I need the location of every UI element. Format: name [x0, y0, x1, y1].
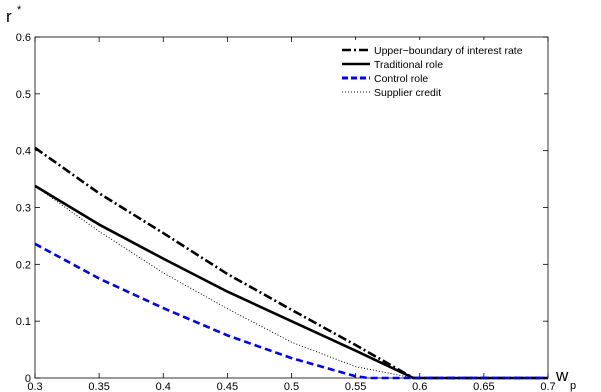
y-axis-label: r: [6, 7, 12, 26]
y-tick-label: 0.5: [16, 89, 31, 101]
series-layer: [34, 146, 548, 380]
x-tick-label: 0.3: [27, 381, 42, 392]
x-axis-ticks: 0.3 0.35 0.4 0.45 0.5 0.55 0.6 0.65 0.7: [27, 37, 556, 392]
legend-label-upper-boundary: Upper−boundary of interest rate: [374, 45, 523, 57]
y-tick-label: 0.6: [16, 32, 31, 44]
x-tick-label: 0.55: [345, 381, 366, 392]
y-tick-label: 0.3: [16, 203, 31, 215]
y-axis-label-superscript: *: [17, 4, 22, 16]
y-tick-label: 0.4: [16, 146, 31, 158]
legend-label-control-role: Control role: [374, 73, 428, 85]
y-tick-label: 0: [25, 373, 31, 385]
x-tick-label: 0.45: [217, 381, 238, 392]
y-axis-ticks: 0 0.1 0.2 0.3 0.4 0.5 0.6: [16, 32, 548, 385]
legend-label-traditional-role: Traditional role: [374, 59, 443, 71]
x-tick-label: 0.5: [284, 381, 299, 392]
series-line-2: [34, 242, 548, 380]
x-tick-label: 0.7: [540, 381, 555, 392]
y-tick-label: 0.1: [16, 316, 31, 328]
legend-label-supplier-credit: Supplier credit: [374, 87, 441, 99]
x-tick-label: 0.6: [412, 381, 427, 392]
x-tick-label: 0.65: [473, 381, 494, 392]
x-axis-label-subscript: p: [570, 380, 576, 392]
x-tick-label: 0.35: [88, 381, 109, 392]
legend-box: [336, 40, 544, 100]
y-tick-label: 0.2: [16, 259, 31, 271]
x-axis-label: w: [555, 366, 569, 385]
x-tick-label: 0.4: [156, 381, 171, 392]
legend: Upper−boundary of interest rate Traditio…: [336, 40, 544, 100]
